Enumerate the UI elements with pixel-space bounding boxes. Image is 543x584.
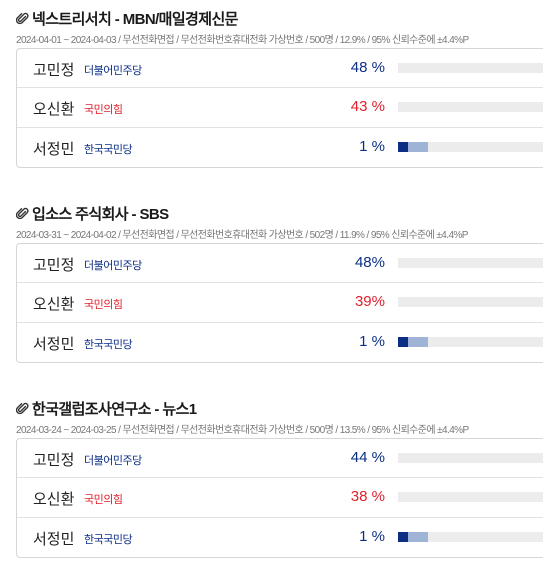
percent-value: 39% [354, 293, 385, 311]
percent-value: 1 % [359, 527, 385, 545]
result-bar [398, 102, 543, 113]
results-table: 고민정 더불어민주당 44 % 오신환 국민의힘 38 % 서정민 한국국민당 … [16, 438, 543, 558]
percent-value: 1 % [359, 137, 385, 155]
candidate-name: 고민정 [33, 257, 75, 274]
candidate-name: 오신환 [33, 101, 75, 119]
candidate-name: 오신환 [33, 491, 75, 509]
result-row: 서정민 한국국민당 1 % [17, 323, 543, 362]
result-bar [398, 453, 543, 463]
paperclip-icon [16, 12, 29, 24]
result-row: 고민정 더불어민주당 48% [17, 244, 543, 284]
candidate-name: 서정민 [33, 335, 75, 353]
result-row: 오신환 국민의힘 43 % [17, 88, 543, 128]
party-name: 국민의힘 [84, 299, 123, 312]
candidate-name: 서정민 [33, 530, 75, 548]
percent-value: 48% [354, 254, 385, 271]
result-row: 서정민 한국국민당 1 % [17, 518, 543, 557]
percent-value: 38 % [350, 488, 385, 506]
party-name: 국민의힘 [84, 494, 123, 507]
candidate-name: 고민정 [33, 452, 75, 469]
party-name: 더불어민주당 [84, 455, 142, 467]
result-row: 오신환 국민의힘 38 % [17, 478, 543, 518]
percent-value: 48 % [350, 59, 385, 76]
poll-title-text: 입소스 주식회사 - SBS [32, 206, 169, 223]
party-name: 더불어민주당 [84, 260, 142, 272]
poll-meta: 2024-03-24 ~ 2024-03-25 / 무선전화면접 / 무선전화번… [16, 425, 469, 436]
result-bar [398, 141, 543, 152]
result-bar [398, 336, 543, 347]
poll-title-text: 한국갤럽조사연구소 - 뉴스1 [32, 401, 197, 418]
results-table: 고민정 더불어민주당 48 % 오신환 국민의힘 43 % 서정민 한국국민당 … [16, 48, 543, 168]
paperclip-icon [16, 402, 29, 414]
result-bar-fill [398, 336, 428, 347]
result-bar-fill [398, 141, 428, 152]
candidate-name: 고민정 [33, 62, 75, 79]
result-row: 고민정 더불어민주당 48 % [17, 49, 543, 89]
poll-meta: 2024-03-31 ~ 2024-04-02 / 무선전화면접 / 무선전화번… [16, 230, 468, 241]
poll-title-text: 넥스트리서치 - MBN/매일경제신문 [32, 11, 238, 28]
percent-value: 44 % [350, 449, 385, 466]
result-bar-fill [398, 531, 428, 542]
party-name: 국민의힘 [84, 104, 123, 117]
results-table: 고민정 더불어민주당 48% 오신환 국민의힘 39% 서정민 한국국민당 1 … [16, 243, 543, 363]
party-name: 한국국민당 [84, 338, 133, 351]
result-bar [398, 531, 543, 542]
result-bar [398, 63, 543, 73]
paperclip-icon [16, 207, 29, 219]
poll-title: 입소스 주식회사 - SBS [16, 203, 169, 224]
party-name: 한국국민당 [84, 143, 133, 156]
party-name: 더불어민주당 [84, 65, 142, 77]
result-bar [398, 297, 543, 308]
result-bar [398, 258, 543, 268]
poll-title: 한국갤럽조사연구소 - 뉴스1 [16, 398, 197, 419]
poll-title: 넥스트리서치 - MBN/매일경제신문 [16, 8, 238, 29]
percent-value: 43 % [350, 98, 385, 116]
result-row: 오신환 국민의힘 39% [17, 283, 543, 323]
result-bar [398, 492, 543, 503]
party-name: 한국국민당 [84, 533, 133, 546]
percent-value: 1 % [359, 332, 385, 350]
result-row: 고민정 더불어민주당 44 % [17, 439, 543, 479]
candidate-name: 서정민 [33, 140, 75, 158]
poll-meta: 2024-04-01 ~ 2024-04-03 / 무선전화면접 / 무선전화번… [16, 35, 469, 46]
result-row: 서정민 한국국민당 1 % [17, 128, 543, 167]
candidate-name: 오신환 [33, 296, 75, 314]
